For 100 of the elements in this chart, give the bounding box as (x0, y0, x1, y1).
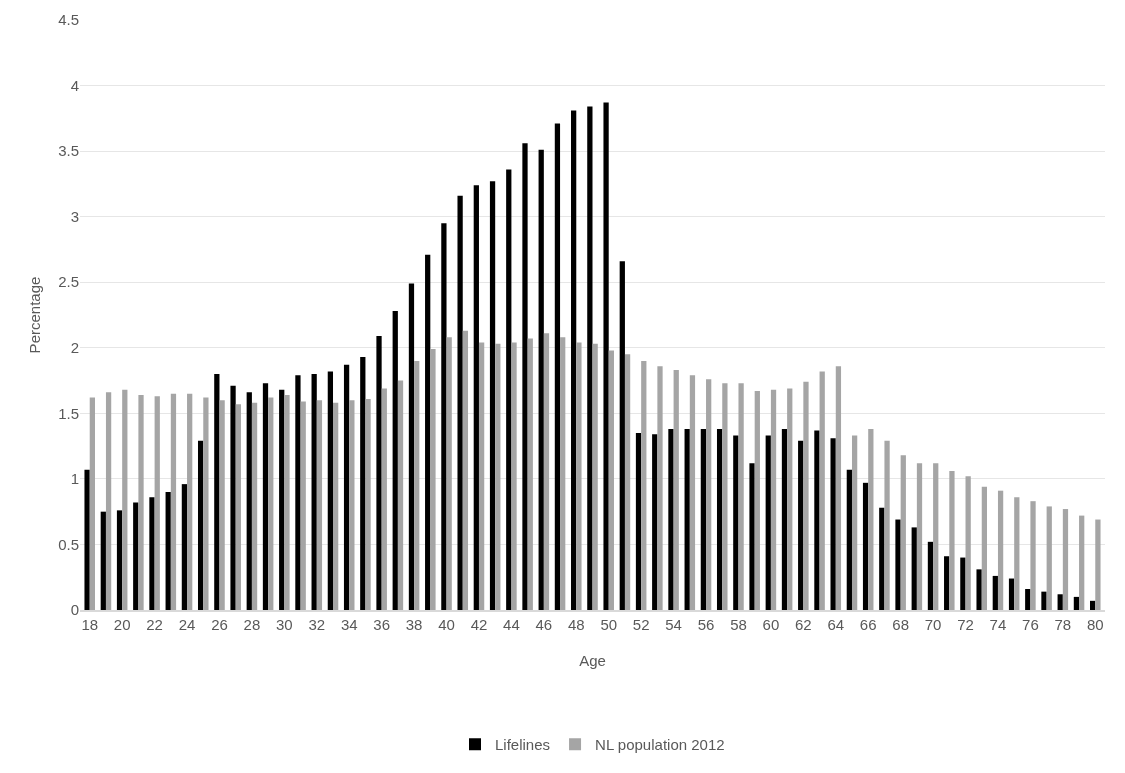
bar (251, 402, 258, 610)
y-tick-label: 2 (70, 339, 79, 357)
bar (803, 381, 809, 610)
bar (262, 383, 269, 610)
x-tick-label: 18 (81, 615, 99, 633)
bar (684, 429, 690, 610)
x-tick-label: 46 (535, 615, 553, 633)
bar (652, 434, 658, 610)
bar (673, 370, 679, 610)
x-tick-label: 42 (470, 615, 488, 633)
bar (527, 338, 533, 610)
bar (624, 354, 631, 610)
bar (246, 392, 252, 610)
bar (960, 557, 966, 610)
bar (700, 429, 707, 610)
bar (1025, 589, 1031, 610)
bar (154, 396, 160, 610)
x-tick-label: 44 (503, 615, 520, 633)
x-tick-label: 40 (438, 615, 455, 633)
bar (360, 356, 366, 610)
bar (381, 388, 387, 610)
bar (84, 469, 90, 610)
bar (133, 502, 139, 610)
x-tick-label: 50 (600, 615, 618, 633)
bar (571, 110, 577, 610)
bar (187, 393, 193, 610)
bar (392, 311, 398, 610)
x-tick-label: 28 (243, 615, 261, 633)
bar (268, 397, 274, 610)
bar (900, 455, 906, 610)
bar (1046, 506, 1052, 610)
y-tick-label: 4.5 (58, 11, 79, 29)
x-tick-label: 32 (308, 615, 326, 633)
bar (927, 541, 934, 610)
bar (981, 486, 988, 610)
bar (749, 463, 755, 610)
bar (138, 394, 144, 610)
bar (511, 342, 517, 610)
x-tick-label: 62 (795, 615, 812, 633)
bar (814, 430, 820, 610)
bar (765, 435, 771, 610)
legend-label: Lifelines (495, 736, 551, 754)
bar (397, 380, 404, 610)
bar (879, 507, 885, 610)
bar (738, 383, 744, 610)
x-tick-label: 76 (1022, 615, 1039, 633)
bar (830, 438, 836, 610)
bar (1062, 509, 1069, 610)
bar (657, 366, 663, 610)
bar (349, 400, 355, 610)
bar (949, 471, 955, 610)
y-tick-label: 0 (70, 601, 79, 619)
y-tick-label: 0.5 (58, 535, 79, 553)
bar (197, 440, 204, 610)
bar (538, 149, 544, 610)
bar (560, 337, 566, 610)
x-tick-label: 22 (146, 615, 163, 633)
bar (100, 511, 106, 610)
y-tick-label: 2.5 (58, 273, 79, 291)
bar (1041, 591, 1047, 610)
bar (473, 185, 479, 610)
x-tick-label: 52 (632, 615, 650, 633)
bar (603, 102, 609, 610)
bar (235, 404, 241, 610)
x-tick-label: 70 (924, 615, 942, 633)
bar (965, 476, 971, 610)
bar (219, 400, 225, 610)
bar (408, 283, 415, 610)
y-tick-label: 1 (70, 470, 79, 488)
bar (414, 360, 420, 610)
bar (976, 569, 982, 610)
bar (635, 433, 642, 610)
x-tick-label: 38 (405, 615, 423, 633)
x-tick-label: 60 (762, 615, 780, 633)
bar (376, 335, 382, 610)
bar (441, 223, 447, 610)
x-tick-label: 66 (859, 615, 877, 633)
x-tick-label: 34 (340, 615, 358, 633)
bar (165, 492, 171, 610)
bar (214, 374, 220, 610)
bar (181, 484, 188, 610)
bar (1090, 600, 1096, 610)
x-tick-label: 74 (989, 615, 1007, 633)
bar (819, 371, 825, 610)
bar (170, 393, 177, 610)
bar (997, 490, 1004, 610)
x-tick-label: 24 (178, 615, 196, 633)
x-tick-label: 30 (276, 615, 293, 633)
bar (668, 429, 674, 610)
bar (1079, 515, 1085, 610)
bar (787, 388, 793, 610)
bar (1073, 596, 1080, 610)
x-tick-label: 80 (1086, 615, 1104, 633)
x-tick-label: 58 (730, 615, 747, 633)
bar (365, 398, 371, 610)
bar (689, 375, 696, 610)
bar (722, 383, 728, 610)
bar (279, 389, 285, 610)
bar (706, 379, 712, 610)
bar (911, 527, 917, 610)
